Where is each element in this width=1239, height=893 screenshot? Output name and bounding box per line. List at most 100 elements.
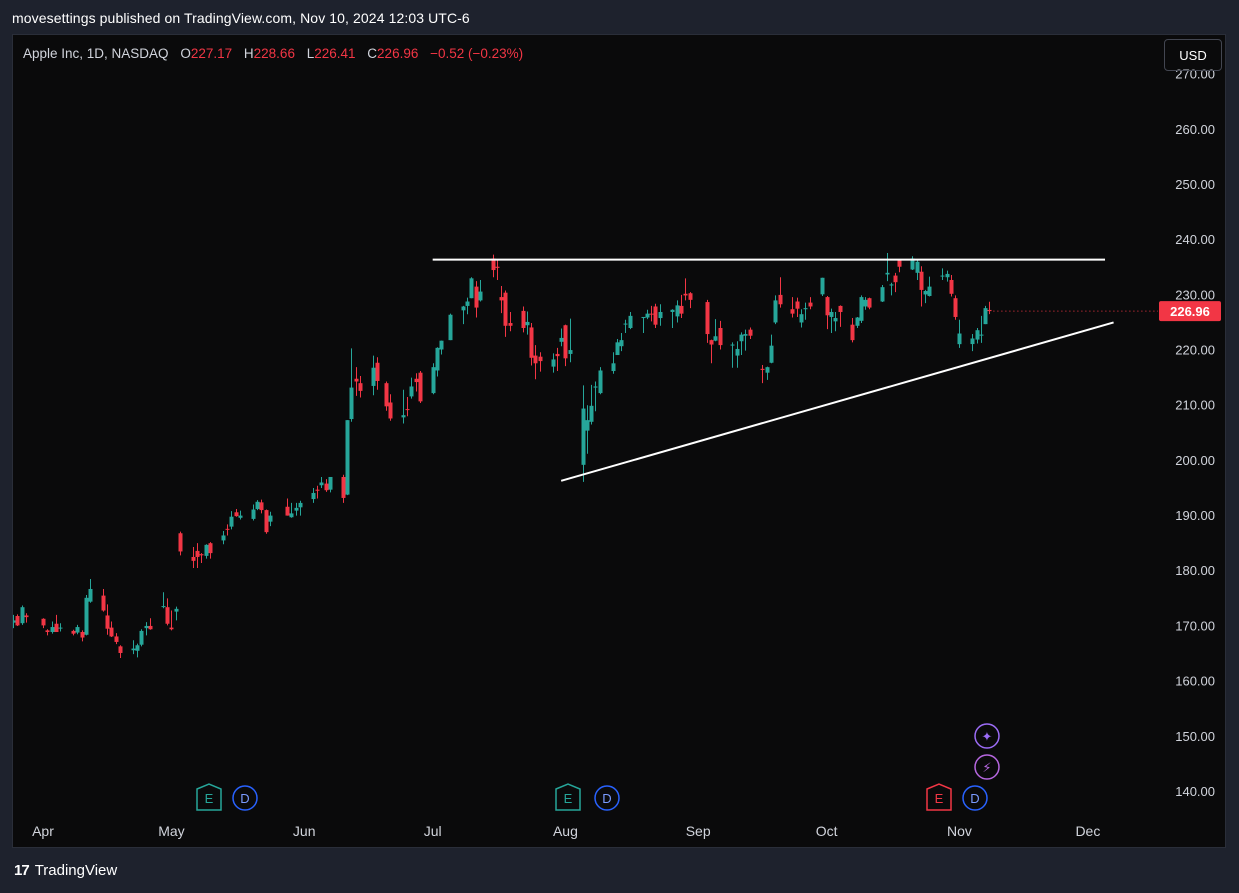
candle-down [795, 297, 800, 317]
open-value: 227.17 [190, 46, 233, 61]
candle-down [191, 547, 196, 569]
candle-up [611, 352, 616, 374]
candle-up [829, 308, 834, 333]
candle-up [975, 327, 980, 344]
candle-up [623, 319, 628, 333]
candle-body [20, 607, 25, 624]
candle-down [234, 508, 239, 517]
candle-down [165, 598, 170, 626]
candle-down [790, 297, 795, 318]
candle-up [957, 319, 962, 348]
candle-up [885, 252, 890, 282]
candle-body [311, 492, 316, 500]
price-tick-label: 150.00 [1175, 729, 1215, 744]
candle-body [324, 483, 329, 491]
candle-down [54, 614, 59, 633]
candle-down [178, 531, 183, 556]
candle-up [670, 309, 675, 328]
candle-body [688, 293, 693, 300]
candle-up [927, 276, 932, 297]
candle-body [461, 306, 466, 311]
candle-body [563, 325, 568, 359]
candle-body [409, 386, 414, 397]
candle-body [619, 340, 624, 347]
candle-up [923, 289, 928, 304]
candle-body [234, 512, 239, 517]
price-tick-label: 140.00 [1175, 784, 1215, 799]
dividend-marker-icon[interactable]: D [962, 785, 988, 811]
candle-down [45, 629, 50, 636]
candle-body [897, 260, 902, 267]
candle-body [388, 402, 393, 419]
candle-down [897, 260, 902, 273]
candle-down [405, 396, 410, 417]
price-tick-label: 180.00 [1175, 563, 1215, 578]
candle-body [718, 327, 723, 346]
candle-down [118, 645, 123, 658]
flash-icon[interactable]: ⚡ [974, 754, 1000, 780]
earnings-marker-icon[interactable]: E [926, 783, 952, 811]
candle-body [401, 415, 406, 418]
candle-down [199, 553, 204, 564]
candle-body [238, 515, 243, 518]
candle-down [499, 286, 504, 314]
candle-body [13, 620, 16, 623]
price-tick-label: 200.00 [1175, 453, 1215, 468]
dividend-marker-icon[interactable]: D [594, 785, 620, 811]
close-value: 226.96 [377, 46, 419, 61]
candle-body [45, 630, 50, 633]
candle-body [953, 298, 958, 317]
candle-down [414, 373, 419, 392]
candle-body [139, 630, 144, 645]
candle-down [341, 474, 346, 503]
candle-body [80, 632, 85, 638]
candle-up [161, 592, 166, 609]
candle-up [585, 405, 590, 454]
dividend-marker-icon[interactable]: D [232, 785, 258, 811]
chart-panel[interactable]: 270.00 260.00 250.00 240.00 230.00 220.00 210.… [12, 34, 1226, 848]
candle-up [743, 329, 748, 351]
time-tick-label: Jul [424, 823, 442, 839]
candle-down [563, 324, 568, 367]
candle-down [418, 371, 423, 404]
candle-up [298, 500, 303, 516]
candle-body [118, 646, 123, 653]
candle-body [670, 309, 675, 312]
candlestick-chart[interactable]: 270.00260.00250.00240.00230.00220.00210.… [13, 35, 1226, 848]
candle-body [251, 509, 256, 519]
candle-up [970, 334, 975, 352]
candle-body [970, 338, 975, 345]
candle-down [148, 618, 153, 630]
candle-body [773, 300, 778, 323]
candle-down [987, 301, 992, 315]
ideas-icon[interactable]: ✦ [974, 723, 1000, 749]
candle-body [294, 507, 299, 511]
candle-body [165, 607, 170, 624]
candle-up [940, 268, 945, 280]
time-axis: Apr May Jun Jul Aug Sep Oct Nov Dec [32, 823, 1100, 839]
candles [13, 252, 992, 658]
candle-body [521, 310, 526, 328]
candle-body [384, 383, 389, 407]
candle-body [499, 297, 504, 301]
earnings-marker-icon[interactable]: E [196, 783, 222, 811]
dividend-badge [594, 785, 620, 811]
candle-up [559, 328, 564, 347]
publisher-header: movesettings published on TradingView.co… [12, 10, 470, 26]
candle-down [195, 543, 200, 569]
candle-body [15, 616, 20, 626]
candle-down [778, 277, 783, 308]
currency-button[interactable]: USD [1164, 39, 1222, 71]
candle-body [730, 344, 735, 346]
candle-down [114, 633, 119, 645]
candle-up [568, 318, 573, 363]
candle-up [628, 311, 633, 330]
candle-body [653, 306, 658, 325]
last-price-tag-bg [1159, 301, 1221, 322]
candle-down [953, 295, 958, 320]
candle-up [641, 316, 646, 333]
candle-body [50, 627, 55, 633]
symbol-name: Apple Inc, 1D, NASDAQ [23, 46, 169, 61]
earnings-marker-icon[interactable]: E [555, 783, 581, 811]
candle-up [658, 304, 663, 326]
